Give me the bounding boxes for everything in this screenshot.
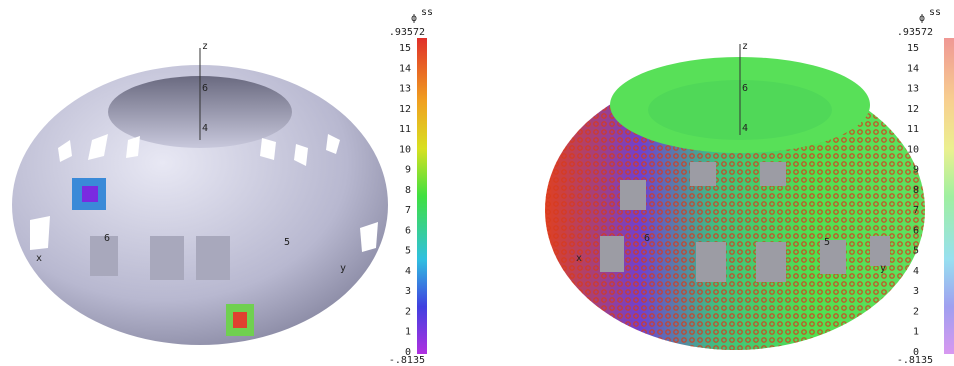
colorbar-tick-label: 15 bbox=[907, 43, 919, 54]
axis-label: y bbox=[340, 263, 346, 274]
hot-spot-core bbox=[82, 186, 98, 202]
axis-label: 4 bbox=[742, 123, 748, 134]
colorbar-tick-label: 14 bbox=[907, 63, 919, 74]
colorbar-tick-label: 11 bbox=[399, 124, 411, 135]
colorbar-tick-label: 10 bbox=[907, 144, 919, 155]
colorbar-tick-label: 3 bbox=[405, 286, 411, 297]
colorbar bbox=[417, 38, 427, 354]
colorbar-symbol: ϕ bbox=[411, 13, 417, 24]
colorbar-tick-label: 9 bbox=[405, 165, 411, 176]
colorbar-tick-label: 10 bbox=[399, 144, 411, 155]
colorbar-tick-label: 12 bbox=[907, 104, 919, 115]
colorbar-superscript: ss bbox=[421, 7, 433, 18]
colorbar-min: -.8135 bbox=[389, 355, 425, 366]
figure: ϕss.935721514131211109876543210-.8135z64… bbox=[0, 0, 954, 366]
colorbar-tick-label: 8 bbox=[913, 185, 919, 196]
colorbar-tick-label: 2 bbox=[405, 306, 411, 317]
axis-label: 6 bbox=[202, 83, 208, 94]
colorbar-tick-label: 4 bbox=[913, 266, 919, 277]
axis-label: 5 bbox=[284, 237, 290, 248]
axis-label: 6 bbox=[644, 233, 650, 244]
colorbar bbox=[944, 38, 954, 354]
colorbar-superscript: ss bbox=[929, 7, 941, 18]
axis-label: 6 bbox=[104, 233, 110, 244]
axis-label: z bbox=[202, 41, 208, 52]
colorbar-tick-label: 5 bbox=[405, 246, 411, 257]
colorbar-tick-label: 13 bbox=[907, 84, 919, 95]
colorbar-tick-label: 7 bbox=[913, 205, 919, 216]
axis-label: y bbox=[880, 263, 886, 274]
colorbar-tick-label: 4 bbox=[405, 266, 411, 277]
colorbar-tick-label: 8 bbox=[405, 185, 411, 196]
colorbar-tick-label: 6 bbox=[405, 225, 411, 236]
colorbar-tick-label: 2 bbox=[913, 306, 919, 317]
colorbar-tick-label: 9 bbox=[913, 165, 919, 176]
right-render bbox=[545, 38, 954, 354]
left-render bbox=[12, 38, 427, 354]
colorbar-tick-label: 12 bbox=[399, 104, 411, 115]
axis-label: z bbox=[742, 41, 748, 52]
hot-spot-core bbox=[233, 312, 247, 328]
colorbar-tick-label: 6 bbox=[913, 225, 919, 236]
recesses bbox=[90, 236, 230, 280]
colorbar-max: .93572 bbox=[897, 27, 933, 38]
colorbar-tick-label: 11 bbox=[907, 124, 919, 135]
axis-label: 4 bbox=[202, 123, 208, 134]
colorbar-tick-label: 15 bbox=[399, 43, 411, 54]
colorbar-tick-label: 13 bbox=[399, 84, 411, 95]
colorbar-tick-label: 7 bbox=[405, 205, 411, 216]
axis-label: x bbox=[576, 253, 582, 264]
colorbar-symbol: ϕ bbox=[919, 13, 925, 24]
colorbar-tick-label: 1 bbox=[913, 327, 919, 338]
colorbar-tick-label: 1 bbox=[405, 327, 411, 338]
colorbar-max: .93572 bbox=[389, 27, 425, 38]
axis-label: x bbox=[36, 253, 42, 264]
colorbar-tick-label: 14 bbox=[399, 63, 411, 74]
colorbar-tick-label: 5 bbox=[913, 246, 919, 257]
colorbar-min: -.8135 bbox=[897, 355, 933, 366]
colorbar-tick-label: 3 bbox=[913, 286, 919, 297]
axis-label: 5 bbox=[824, 237, 830, 248]
axis-label: 6 bbox=[742, 83, 748, 94]
